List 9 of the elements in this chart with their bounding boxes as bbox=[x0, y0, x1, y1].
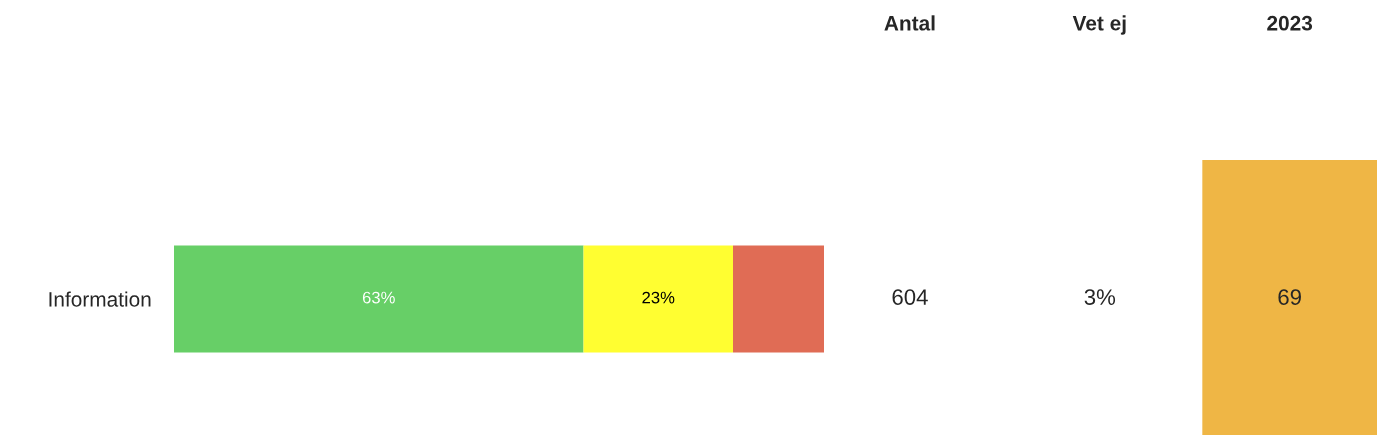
category-label: 2023 bbox=[1267, 15, 1313, 31]
category-label: Vet ej bbox=[1072, 15, 1126, 35]
text: 3% bbox=[1084, 289, 1116, 305]
text: 69 bbox=[1278, 289, 1301, 305]
data-label: 63% bbox=[362, 291, 395, 304]
data-label: 23% bbox=[642, 291, 675, 304]
category-label: Antal bbox=[884, 15, 935, 31]
text: 604 bbox=[892, 289, 928, 305]
y-tick-label: Information bbox=[49, 291, 151, 307]
